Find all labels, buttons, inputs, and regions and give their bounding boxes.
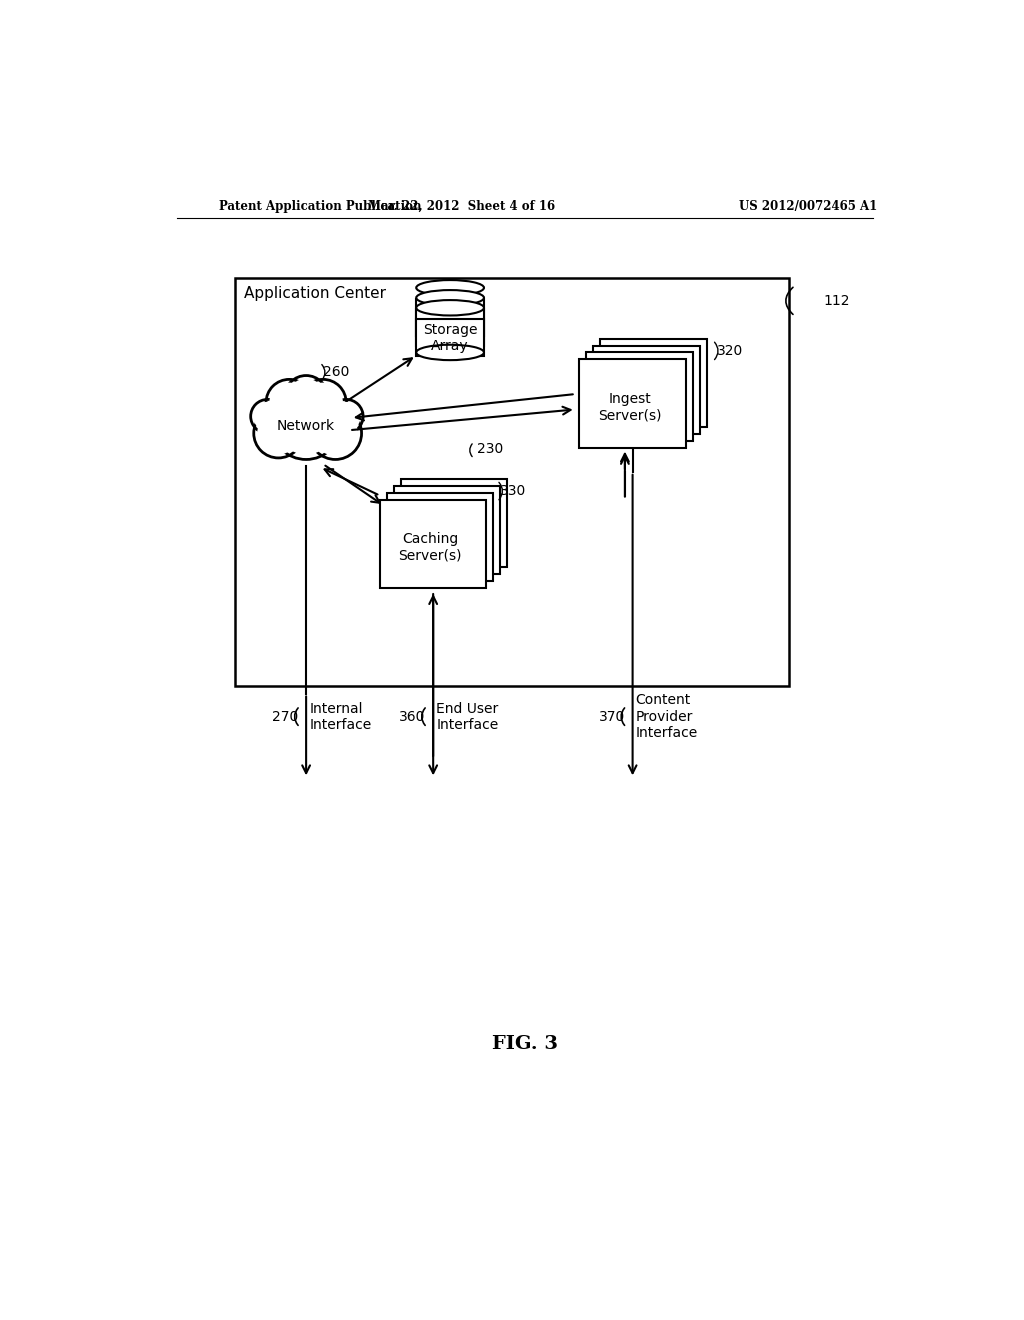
Circle shape (330, 400, 364, 433)
Circle shape (251, 400, 285, 433)
Bar (387, 492, 494, 581)
Circle shape (269, 383, 309, 422)
Bar (380, 499, 486, 589)
Text: 360: 360 (399, 710, 425, 723)
Bar (416, 309, 484, 346)
Text: 320: 320 (717, 345, 742, 358)
Circle shape (288, 379, 325, 416)
Text: 270: 270 (272, 710, 298, 723)
Circle shape (309, 407, 361, 459)
Text: Application Center: Application Center (244, 285, 386, 301)
Text: 230: 230 (477, 442, 504, 457)
Circle shape (300, 379, 346, 425)
Ellipse shape (416, 300, 484, 315)
Ellipse shape (416, 290, 484, 305)
Circle shape (253, 401, 283, 430)
Text: Internal
Interface: Internal Interface (309, 701, 372, 731)
Text: Content
Provider
Interface: Content Provider Interface (636, 693, 698, 739)
Text: 112: 112 (823, 294, 850, 308)
Text: 330: 330 (500, 484, 526, 498)
Circle shape (332, 401, 360, 430)
Circle shape (266, 379, 312, 425)
Text: Mar. 22, 2012  Sheet 4 of 16: Mar. 22, 2012 Sheet 4 of 16 (368, 199, 555, 213)
Text: FIG. 3: FIG. 3 (492, 1035, 558, 1053)
Text: Storage
Array: Storage Array (423, 322, 477, 352)
Circle shape (313, 411, 358, 455)
Bar (600, 339, 707, 428)
Circle shape (303, 383, 343, 422)
Circle shape (270, 388, 342, 459)
Text: Caching
Server(s): Caching Server(s) (398, 532, 462, 562)
Bar (394, 486, 500, 574)
Bar (416, 300, 484, 337)
Text: Patent Application Publication: Patent Application Publication (219, 199, 422, 213)
Text: 260: 260 (323, 364, 349, 379)
Bar (587, 352, 692, 441)
Bar (416, 319, 484, 356)
Text: Network: Network (278, 418, 335, 433)
Ellipse shape (416, 280, 484, 296)
Bar (593, 346, 699, 434)
Ellipse shape (416, 345, 484, 360)
Circle shape (254, 409, 303, 458)
Text: End User
Interface: End User Interface (436, 701, 499, 731)
Text: US 2012/0072465 A1: US 2012/0072465 A1 (739, 199, 878, 213)
Circle shape (275, 393, 337, 454)
Bar (400, 479, 507, 568)
Bar (234, 277, 788, 686)
Circle shape (285, 376, 328, 418)
Text: 370: 370 (599, 710, 625, 723)
Circle shape (257, 412, 300, 454)
Bar (580, 359, 686, 447)
Text: Ingest
Server(s): Ingest Server(s) (598, 392, 662, 422)
